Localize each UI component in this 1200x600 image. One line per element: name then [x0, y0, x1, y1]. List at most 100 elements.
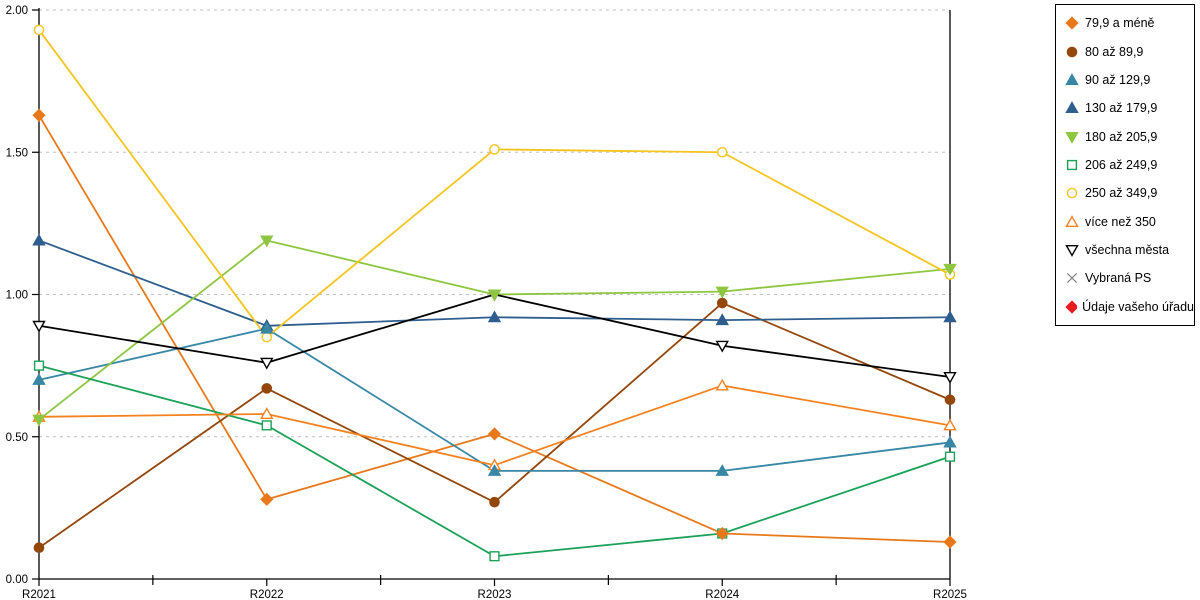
series-line-0	[38, 114, 951, 543]
data-point-marker	[716, 146, 728, 158]
y-tick-label: 1.00	[6, 290, 28, 302]
data-point-marker	[715, 340, 729, 353]
legend-label: 90 až 129,9	[1085, 72, 1151, 87]
legend-item: 80 až 89,9	[1064, 39, 1194, 65]
series-markers-7	[32, 378, 957, 471]
legend-label: 79,9 a méně	[1085, 16, 1155, 31]
data-point-marker	[261, 331, 273, 343]
data-point-marker	[1065, 73, 1079, 85]
x-marker-icon	[1066, 273, 1078, 284]
data-point-marker	[489, 551, 500, 562]
legend-item: 90 až 129,9	[1064, 67, 1194, 93]
data-point-marker	[487, 289, 502, 302]
diamond-marker-icon	[1065, 300, 1078, 314]
data-point-marker	[943, 435, 957, 448]
data-point-marker	[489, 144, 500, 155]
data-point-marker	[715, 378, 729, 391]
legend-label: Údaje vašeho úřadu	[1082, 299, 1194, 314]
legend-label: 180 až 205,9	[1085, 129, 1158, 144]
data-point-marker	[260, 235, 274, 248]
data-point-marker	[260, 357, 274, 370]
legend-label: 250 až 349,9	[1085, 186, 1158, 201]
x-tick-label: R2024	[705, 589, 739, 600]
circle-marker-icon	[1066, 188, 1078, 199]
series-line-8	[38, 293, 951, 378]
series-line-4	[38, 239, 951, 421]
data-point-marker	[261, 383, 273, 394]
x-tick-label: R2023	[478, 589, 512, 600]
legend-label: 130 až 179,9	[1085, 101, 1158, 116]
series-line-2	[38, 327, 951, 472]
circle-marker-icon	[1066, 46, 1078, 57]
series-line-7	[38, 384, 951, 467]
series-line-1	[38, 302, 951, 549]
data-point-marker	[33, 360, 45, 371]
series-markers-0	[32, 108, 957, 549]
y-tick-label: 1.50	[6, 147, 28, 159]
series-markers-1	[33, 297, 956, 554]
legend-label: Vybraná PS	[1085, 271, 1152, 286]
legend-item: 206 až 249,9	[1064, 152, 1194, 178]
data-point-marker	[32, 320, 46, 333]
legend-item: více než 350	[1064, 209, 1194, 235]
data-point-marker	[32, 233, 46, 246]
data-point-marker	[1065, 131, 1079, 144]
data-point-marker	[487, 464, 502, 476]
data-point-marker	[716, 297, 728, 309]
data-point-marker	[260, 321, 274, 334]
triangle-up-marker-icon	[1065, 73, 1079, 85]
data-point-marker	[1065, 300, 1078, 314]
legend-item: 250 až 349,9	[1064, 180, 1194, 206]
data-point-marker	[489, 496, 500, 508]
triangle-down-marker-icon	[1065, 131, 1079, 144]
legend-item: 130 až 179,9	[1064, 95, 1194, 121]
data-point-marker	[1065, 245, 1079, 257]
data-point-marker	[487, 310, 502, 323]
triangle-up-marker-icon	[1065, 101, 1079, 114]
series-markers-4	[32, 235, 957, 427]
data-point-marker	[1066, 46, 1078, 57]
x-tick-label: R2025	[933, 589, 967, 600]
data-point-marker	[715, 526, 729, 541]
legend-item: Vybraná PS	[1064, 265, 1194, 291]
y-tick-label: 0.50	[6, 432, 28, 444]
series-markers-8	[32, 289, 957, 384]
legend-label: více než 350	[1085, 214, 1156, 229]
y-tick-label: 2.00	[6, 5, 28, 17]
x-tick-label: R2021	[22, 589, 56, 600]
data-point-marker	[32, 373, 46, 385]
legend: 79,9 a méně 80 až 89,9 90 až 129,9 130 až 1…	[1055, 4, 1195, 326]
data-point-marker	[944, 394, 956, 406]
data-point-marker	[260, 492, 274, 506]
data-point-marker	[32, 414, 46, 427]
triangle-up-marker-icon	[1065, 214, 1079, 227]
legend-item: Údaje vašeho úřadu	[1064, 294, 1194, 320]
data-point-marker	[943, 372, 957, 384]
legend-item: 180 až 205,9	[1064, 124, 1194, 150]
data-point-marker	[943, 263, 957, 276]
triangle-down-marker-icon	[1065, 245, 1079, 257]
data-point-marker	[1065, 214, 1079, 227]
data-point-marker	[944, 451, 956, 462]
diamond-marker-icon	[1065, 16, 1079, 30]
legend-item: všechna města	[1064, 237, 1194, 263]
data-point-marker	[1066, 159, 1078, 171]
y-tick-label: 0.00	[6, 574, 28, 586]
data-point-marker	[33, 24, 45, 36]
legend-label: všechna města	[1085, 243, 1170, 258]
data-point-marker	[1066, 188, 1078, 199]
data-point-marker	[260, 407, 274, 419]
data-point-marker	[1066, 273, 1078, 284]
data-point-marker	[1065, 101, 1079, 114]
data-point-marker	[715, 286, 729, 299]
legend-label: 206 až 249,9	[1085, 157, 1158, 172]
data-point-marker	[261, 420, 272, 431]
x-tick-label: R2022	[250, 589, 284, 600]
legend-item: 79,9 a méně	[1064, 10, 1194, 36]
data-point-marker	[943, 535, 957, 549]
data-point-marker	[943, 310, 957, 323]
data-point-marker	[487, 427, 502, 441]
data-point-marker	[32, 108, 46, 122]
